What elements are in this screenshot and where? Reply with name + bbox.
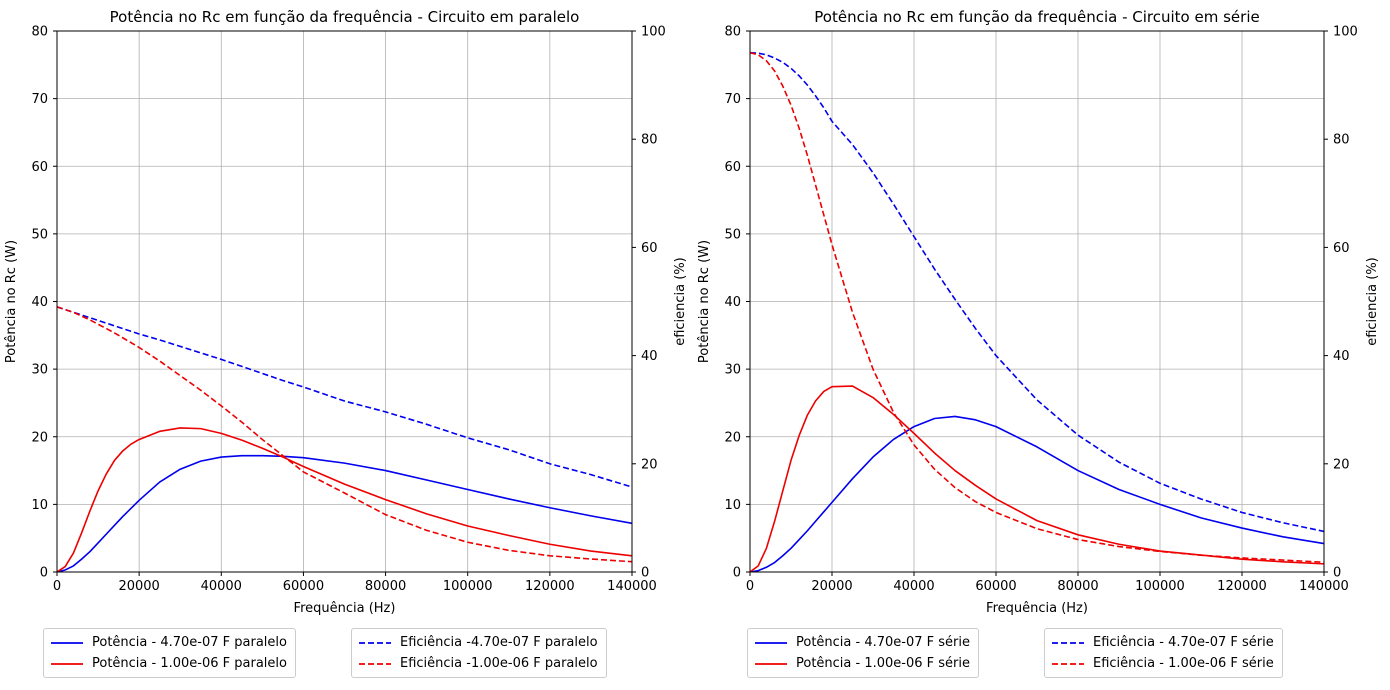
y2-tick-label: 40 [1333, 349, 1350, 364]
legend-swatch [755, 641, 787, 644]
y2-tick-label: 20 [641, 457, 658, 472]
y-tick-label: 50 [31, 227, 48, 242]
legend-label: Eficiência - 1.00e-06 F série [1093, 656, 1274, 671]
x-tick-label: 20000 [811, 579, 852, 594]
legend-swatch [51, 662, 83, 665]
x-tick-label: 80000 [365, 579, 406, 594]
legend-label: Potência - 1.00e-06 F paralelo [92, 656, 287, 671]
y-axis-label: Potência no Rc (W) [697, 240, 712, 363]
x-tick-label: 120000 [1217, 579, 1267, 594]
y2-tick-label: 0 [641, 566, 649, 581]
legend-swatch [359, 662, 391, 665]
series-group [57, 306, 632, 572]
legend-swatch [359, 641, 391, 644]
y-axis-label: Potência no Rc (W) [4, 240, 19, 363]
y-tick-label: 60 [724, 160, 741, 175]
y-tick-label: 20 [724, 430, 741, 445]
legend-label: Eficiência - 4.70e-07 F série [1093, 635, 1274, 650]
series-line-2 [750, 385, 1324, 572]
y-tick-label: 30 [724, 363, 741, 378]
legend-entry: Potência - 1.00e-06 F série [754, 653, 970, 674]
legend-entry: Eficiência -4.70e-07 F paralelo [358, 632, 598, 653]
y-tick-label: 10 [31, 498, 48, 513]
legend-entry: Eficiência -1.00e-06 F paralelo [358, 653, 598, 674]
series-line-2 [57, 427, 632, 572]
y2-tick-label: 20 [1333, 457, 1350, 472]
y-tick-label: 40 [724, 295, 741, 310]
y-tick-label: 0 [733, 566, 741, 581]
y2-tick-label: 80 [1333, 133, 1350, 148]
series-line-1 [57, 454, 632, 572]
y2-tick-label: 100 [641, 25, 666, 40]
legend-right: Eficiência -4.70e-07 F paralelo Eficiênci… [351, 628, 607, 678]
chart-title: Potência no Rc em função da frequência -… [110, 8, 580, 26]
legend-entry: Potência - 4.70e-07 F paralelo [50, 632, 287, 653]
series-line-4 [57, 306, 632, 563]
x-tick-label: 140000 [1299, 579, 1349, 594]
x-tick-label: 60000 [975, 579, 1016, 594]
y2-axis-label: eficiencia (%) [673, 257, 688, 346]
series-group [750, 51, 1324, 572]
x-tick-label: 40000 [893, 579, 934, 594]
x-tick-label: 20000 [118, 579, 159, 594]
x-tick-label: 120000 [525, 579, 575, 594]
chart-1: 0 20000 40000 60000 80000 100000 120000 1400000… [4, 8, 688, 616]
legend-swatch [755, 662, 787, 665]
legend-swatch [1052, 641, 1084, 644]
series-line-3 [57, 306, 632, 488]
legend-entry: Eficiência - 4.70e-07 F série [1051, 632, 1274, 653]
legend-label: Eficiência -4.70e-07 F paralelo [400, 635, 598, 650]
legend-label: Potência - 4.70e-07 F paralelo [92, 635, 287, 650]
chart-title: Potência no Rc em função da frequência -… [814, 8, 1259, 26]
y2-tick-label: 100 [1333, 25, 1358, 40]
x-tick-label: 40000 [201, 579, 242, 594]
x-tick-label: 60000 [283, 579, 324, 594]
legend-left: Potência - 4.70e-07 F paralelo Potência -… [43, 628, 296, 678]
y2-tick-label: 40 [641, 349, 658, 364]
y-tick-label: 40 [31, 295, 48, 310]
y-tick-label: 10 [724, 498, 741, 513]
x-tick-label: 0 [53, 579, 61, 594]
series-line-3 [750, 51, 1324, 533]
x-tick-label: 0 [746, 579, 754, 594]
y-tick-label: 0 [40, 566, 48, 581]
x-tick-label: 80000 [1057, 579, 1098, 594]
x-tick-label: 140000 [607, 579, 657, 594]
legend-label: Eficiência -1.00e-06 F paralelo [400, 656, 598, 671]
legend-entry: Potência - 1.00e-06 F paralelo [50, 653, 287, 674]
legend-label: Potência - 1.00e-06 F série [796, 656, 970, 671]
legend-entry: Eficiência - 1.00e-06 F série [1051, 653, 1274, 674]
y-tick-label: 30 [31, 363, 48, 378]
y2-tick-label: 60 [1333, 241, 1350, 256]
x-tick-label: 100000 [1135, 579, 1185, 594]
y-tick-label: 80 [724, 25, 741, 40]
x-axis-label: Frequência (Hz) [986, 601, 1088, 616]
y-tick-label: 20 [31, 430, 48, 445]
legend-swatch [51, 641, 83, 644]
y2-tick-label: 60 [641, 241, 658, 256]
x-tick-label: 100000 [443, 579, 493, 594]
legend-right: Eficiência - 4.70e-07 F série Eficiência … [1044, 628, 1283, 678]
y-tick-label: 50 [724, 227, 741, 242]
legend-entry: Potência - 4.70e-07 F série [754, 632, 970, 653]
x-axis-label: Frequência (Hz) [294, 601, 396, 616]
y-tick-label: 80 [31, 25, 48, 40]
series-line-1 [750, 415, 1324, 572]
legend-swatch [1052, 662, 1084, 665]
chart-2: 0 20000 40000 60000 80000 100000 120000 1400000… [697, 8, 1380, 616]
y2-tick-label: 80 [641, 133, 658, 148]
y-tick-label: 60 [31, 160, 48, 175]
series-line-4 [750, 51, 1324, 564]
y2-axis-label: eficiencia (%) [1365, 257, 1380, 346]
legend-left: Potência - 4.70e-07 F série Potência - 1.… [747, 628, 979, 678]
y-tick-label: 70 [31, 92, 48, 107]
legend-label: Potência - 4.70e-07 F série [796, 635, 970, 650]
y2-tick-label: 0 [1333, 566, 1341, 581]
y-tick-label: 70 [724, 92, 741, 107]
